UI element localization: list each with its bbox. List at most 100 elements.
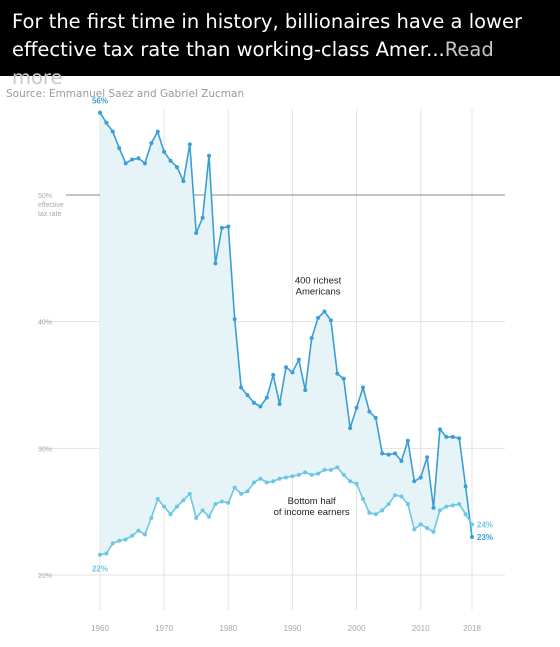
data-point-richest xyxy=(284,365,288,370)
data-point-bottom-half xyxy=(251,480,256,485)
x-tick-label: 1960 xyxy=(91,624,109,633)
data-point-richest xyxy=(258,404,263,409)
x-tick-label: 1980 xyxy=(219,624,237,633)
post-caption: For the first time in history, billionai… xyxy=(0,0,560,89)
data-point-richest xyxy=(136,156,141,161)
data-point-bottom-half xyxy=(418,522,423,527)
data-point-bottom-half xyxy=(174,504,179,509)
data-point-bottom-half xyxy=(399,494,404,499)
data-point-richest xyxy=(168,158,173,163)
data-point-richest xyxy=(149,141,154,146)
data-point-richest xyxy=(251,400,256,405)
data-point-bottom-half xyxy=(444,504,449,509)
gap-fill-layer xyxy=(100,112,472,555)
data-point-richest xyxy=(322,309,327,314)
data-point-bottom-half xyxy=(117,538,122,543)
data-point-richest xyxy=(123,161,128,166)
series-label-bottom-half: of income earners xyxy=(274,507,350,518)
richest-end-label: 23% xyxy=(477,533,493,542)
data-point-richest xyxy=(367,409,372,414)
data-point-bottom-half xyxy=(200,508,205,513)
data-point-bottom-half xyxy=(284,475,288,480)
data-point-bottom-half xyxy=(130,533,135,538)
data-point-richest xyxy=(232,317,237,322)
data-point-richest xyxy=(174,165,179,170)
data-point-bottom-half xyxy=(303,470,308,475)
data-point-bottom-half xyxy=(213,502,218,507)
data-point-richest xyxy=(335,371,340,376)
data-point-bottom-half xyxy=(367,510,372,515)
y-tick-label: 50% xyxy=(38,193,52,200)
data-point-richest xyxy=(437,427,442,432)
data-point-richest xyxy=(296,357,301,362)
data-point-bottom-half xyxy=(239,491,244,496)
series-point-layer xyxy=(98,110,474,557)
data-point-richest xyxy=(110,129,115,134)
data-point-bottom-half xyxy=(136,528,141,533)
data-point-bottom-half xyxy=(123,537,128,542)
data-point-bottom-half xyxy=(277,476,282,481)
data-point-richest xyxy=(341,376,346,381)
data-point-bottom-half xyxy=(316,471,321,476)
data-point-bottom-half xyxy=(425,526,430,531)
data-point-richest xyxy=(277,402,282,406)
y-tick-label: 40% xyxy=(38,320,52,327)
data-point-richest xyxy=(418,475,423,480)
data-point-richest xyxy=(155,129,160,134)
data-point-richest xyxy=(328,318,333,323)
data-point-richest xyxy=(405,438,410,443)
read-more-link[interactable]: Read more xyxy=(12,38,494,89)
data-point-bottom-half xyxy=(348,479,353,484)
series-label-bottom-half: Bottom half xyxy=(288,496,336,507)
data-point-richest xyxy=(380,451,385,456)
data-point-richest xyxy=(354,405,359,410)
data-point-bottom-half xyxy=(328,467,333,472)
data-point-bottom-half xyxy=(264,480,269,485)
data-point-bottom-half xyxy=(181,498,186,503)
data-point-bottom-half xyxy=(104,551,109,556)
data-point-bottom-half xyxy=(354,481,359,486)
data-point-richest xyxy=(162,149,167,154)
data-point-bottom-half xyxy=(155,497,160,501)
data-point-bottom-half xyxy=(98,552,102,557)
data-point-bottom-half xyxy=(168,512,173,517)
data-point-richest xyxy=(290,370,295,375)
data-point-richest xyxy=(187,142,192,147)
data-point-richest xyxy=(348,426,353,431)
x-tick-label: 2000 xyxy=(348,624,366,633)
data-point-bottom-half xyxy=(335,465,340,470)
data-point-richest xyxy=(117,146,122,151)
data-point-richest xyxy=(98,110,102,115)
data-point-bottom-half xyxy=(219,499,224,504)
data-point-richest xyxy=(219,225,224,230)
data-point-richest xyxy=(431,505,436,510)
data-point-bottom-half xyxy=(431,529,436,534)
data-point-bottom-half xyxy=(162,504,167,509)
data-point-bottom-half xyxy=(412,527,417,532)
data-point-bottom-half xyxy=(258,476,263,481)
y-tick-label: 30% xyxy=(38,446,52,453)
data-point-richest xyxy=(104,120,109,125)
data-point-bottom-half xyxy=(309,472,314,477)
data-point-richest xyxy=(207,153,212,158)
x-tick-label: 1990 xyxy=(284,624,302,633)
data-point-richest xyxy=(316,315,321,320)
bottom-start-label: 22% xyxy=(92,565,108,574)
y-tick-label: effective xyxy=(38,202,64,209)
data-point-bottom-half xyxy=(142,532,147,537)
data-point-richest xyxy=(194,231,199,235)
y-tick-label: 20% xyxy=(38,573,52,580)
data-point-bottom-half xyxy=(463,512,468,517)
data-point-richest xyxy=(271,372,276,377)
data-point-bottom-half xyxy=(290,474,295,479)
x-tick-label: 2010 xyxy=(412,624,430,633)
data-point-richest xyxy=(470,535,474,539)
data-point-bottom-half xyxy=(271,479,276,484)
data-point-bottom-half xyxy=(232,485,237,490)
data-point-bottom-half xyxy=(110,541,115,546)
data-point-bottom-half xyxy=(245,489,250,494)
data-point-bottom-half xyxy=(207,514,212,519)
data-point-bottom-half xyxy=(450,503,455,508)
data-point-bottom-half xyxy=(437,508,442,513)
